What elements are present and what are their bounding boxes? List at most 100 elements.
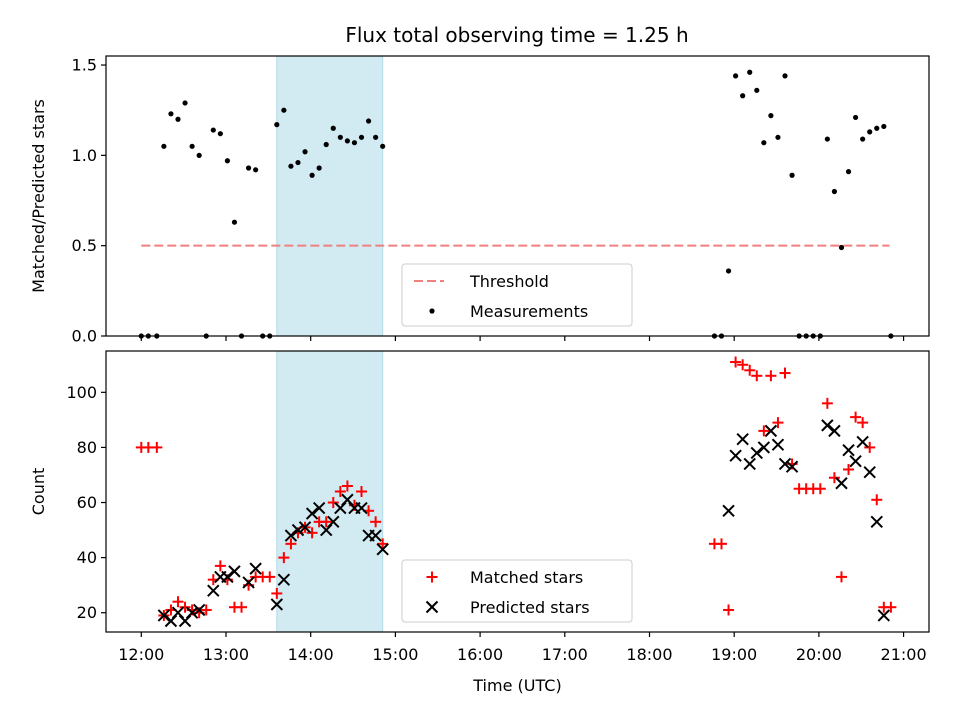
data-point — [821, 397, 833, 409]
legend-entry: Threshold — [414, 272, 549, 291]
legend-marker — [426, 571, 438, 583]
figure-title: Flux total observing time = 1.25 h — [345, 23, 688, 47]
data-point — [380, 143, 386, 149]
series-predicted-stars — [157, 419, 891, 628]
data-point — [864, 441, 876, 453]
x-tick-label: 19:00 — [711, 645, 757, 664]
x-tick-label: 18:00 — [626, 645, 672, 664]
data-point — [168, 111, 174, 117]
data-point — [298, 521, 312, 534]
data-point — [860, 136, 866, 142]
data-point — [377, 538, 389, 550]
legend-box — [401, 263, 633, 327]
data-point — [835, 477, 848, 490]
data-point — [327, 497, 339, 509]
axes-frame — [105, 350, 930, 633]
data-point — [743, 457, 756, 471]
y-tick-label: 40 — [77, 548, 97, 567]
y-tick-label: 100 — [66, 383, 97, 402]
data-point — [828, 424, 841, 438]
data-point — [231, 219, 238, 225]
data-point — [306, 527, 318, 539]
axes-frame — [105, 55, 930, 337]
data-point — [288, 163, 294, 169]
data-point — [376, 543, 389, 556]
data-point — [309, 172, 315, 178]
data-point — [312, 501, 326, 515]
data-point — [172, 596, 184, 608]
y-axis-label: Matched/Predicted stars — [29, 99, 48, 293]
legend: Threshold Measurements — [401, 263, 633, 327]
data-point — [831, 188, 838, 195]
data-point — [330, 125, 336, 131]
data-point — [228, 565, 241, 578]
data-point — [814, 483, 826, 495]
y-tick-label: 1.0 — [72, 146, 97, 165]
x-tick-label: 17:00 — [542, 645, 588, 664]
data-point — [334, 486, 346, 497]
data-point — [351, 140, 358, 146]
x-tick-label: 13:00 — [203, 645, 249, 664]
data-point — [305, 507, 319, 520]
data-point — [221, 570, 234, 584]
data-point — [758, 425, 770, 437]
data-point — [196, 152, 202, 158]
data-point — [369, 529, 382, 542]
data-point — [771, 438, 785, 451]
data-point — [843, 463, 855, 475]
data-point — [782, 73, 788, 79]
data-point — [185, 606, 199, 619]
data-point — [370, 516, 382, 528]
legend-marker — [429, 308, 435, 314]
data-point — [192, 603, 206, 617]
data-point — [245, 165, 252, 171]
data-point — [295, 159, 301, 166]
data-point — [852, 114, 859, 121]
data-point — [365, 118, 372, 124]
data-point — [182, 100, 188, 106]
legend-entry: Predicted stars — [425, 598, 590, 617]
legend-marker — [425, 600, 439, 614]
data-point — [242, 576, 255, 589]
series-matched-stars — [135, 356, 897, 621]
data-point — [179, 601, 191, 613]
y-tick-label: 0.0 — [72, 327, 97, 346]
data-point — [768, 113, 774, 119]
data-point — [764, 424, 778, 438]
data-point — [344, 138, 350, 144]
data-point — [281, 107, 287, 113]
data-point — [835, 571, 847, 583]
data-point — [277, 573, 291, 586]
data-point — [210, 127, 216, 133]
data-point — [775, 134, 781, 140]
data-point — [274, 122, 280, 128]
data-point — [856, 435, 869, 449]
data-point — [857, 417, 869, 429]
data-point — [270, 598, 284, 611]
x-axis-label: Time (UTC) — [472, 676, 561, 695]
y-axis-label: Count — [29, 468, 48, 516]
data-point — [278, 552, 290, 564]
data-point — [207, 584, 220, 597]
data-point — [323, 141, 329, 148]
data-point — [747, 69, 753, 75]
legend-label: Threshold — [469, 272, 549, 291]
data-point — [723, 604, 735, 616]
data-point — [175, 116, 181, 122]
x-tick-label: 12:00 — [118, 645, 164, 664]
highlight-span — [276, 55, 384, 337]
data-point — [285, 538, 297, 550]
data-point — [754, 87, 760, 93]
data-point — [200, 604, 212, 616]
data-point — [271, 587, 283, 599]
y-tick-label: 60 — [77, 493, 97, 512]
data-point — [161, 143, 167, 149]
data-point — [151, 441, 163, 453]
legend-label: Matched stars — [470, 568, 583, 587]
data-point — [730, 356, 742, 368]
data-point — [740, 93, 746, 99]
data-point — [789, 172, 795, 178]
data-point — [881, 123, 887, 130]
data-point — [737, 359, 749, 371]
